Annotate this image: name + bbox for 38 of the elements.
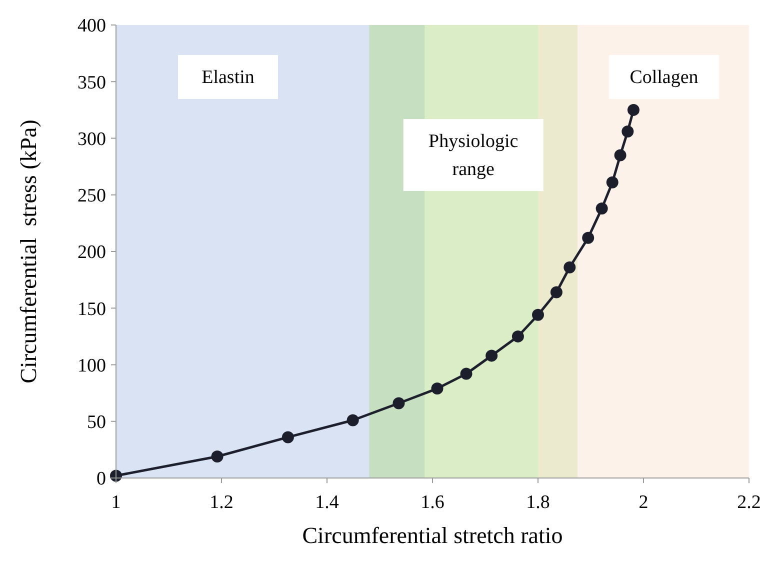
band-label: Physiologic range [428, 131, 518, 180]
point [582, 232, 594, 244]
y-tick-label: 250 [78, 186, 106, 207]
point [627, 104, 640, 116]
band-label: Collagen [630, 67, 699, 88]
y-axis-title: Circumferential stress (kPa) [16, 120, 41, 384]
x-tick-label: 2.2 [737, 492, 761, 513]
x-tick-label: 1.2 [210, 492, 234, 513]
point [622, 125, 634, 138]
y-tick-label: 100 [78, 355, 106, 376]
point [431, 382, 444, 395]
x-tick-label: 1.6 [420, 492, 444, 513]
point [550, 286, 562, 298]
y-tick-label: 50 [87, 412, 106, 434]
x-tick-label: 1.8 [526, 492, 550, 513]
y-tick-label: 400 [78, 16, 106, 37]
y-tick-label: 200 [78, 242, 106, 264]
point [460, 368, 472, 380]
x-tick-label: 1 [111, 492, 121, 513]
point [346, 414, 359, 426]
point [614, 149, 626, 162]
band-label: Elastin [202, 67, 255, 88]
y-tick-label: 300 [78, 128, 106, 150]
point [512, 330, 524, 342]
point [606, 176, 618, 188]
x-tick-label: 2 [638, 492, 648, 513]
point [392, 397, 405, 410]
point [564, 261, 576, 274]
y-tick-label: 150 [78, 298, 106, 320]
y-tick-label: 0 [96, 468, 106, 490]
x-tick-label: 1.4 [315, 492, 340, 513]
point [211, 450, 224, 462]
point [596, 202, 608, 214]
point [282, 431, 294, 444]
point [532, 308, 544, 321]
x-axis-title: Circumferential stretch ratio [302, 523, 563, 548]
point [486, 350, 498, 362]
y-tick-label: 350 [78, 72, 106, 94]
